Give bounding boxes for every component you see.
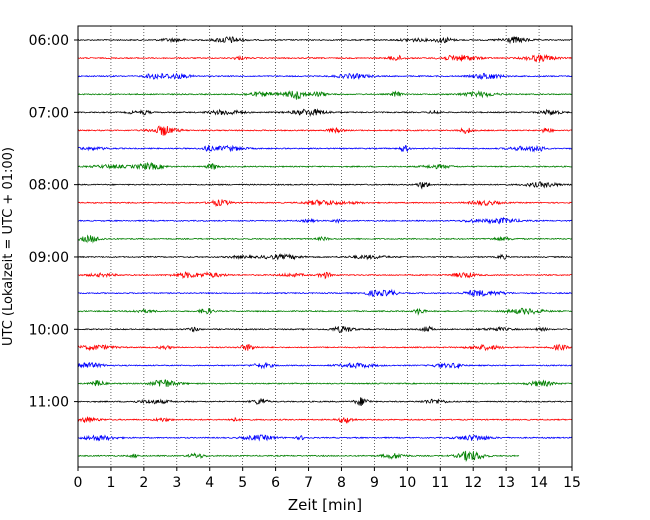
- x-tick-label: 11: [431, 475, 449, 491]
- x-tick-label: 3: [172, 475, 181, 491]
- trace-line: [77, 343, 573, 352]
- trace-line: [77, 144, 573, 153]
- y-tick-label: 11:00: [29, 395, 69, 411]
- x-axis-ticks: 0 1 2 3 4 5 6 7 8 9 10 11 12 13 14 15: [74, 467, 581, 491]
- x-tick-label: 0: [74, 475, 83, 491]
- x-tick-label: 8: [337, 475, 346, 491]
- trace-line: [77, 307, 572, 316]
- x-tick-label: 12: [464, 475, 482, 491]
- trace-line: [77, 253, 572, 261]
- x-tick-label: 10: [398, 475, 416, 491]
- x-tick-label: 13: [497, 475, 515, 491]
- trace-line: [77, 416, 573, 425]
- trace-line: [77, 90, 573, 100]
- trace-line: [77, 434, 573, 442]
- trace-line: [77, 450, 520, 463]
- x-tick-label: 15: [563, 475, 581, 491]
- trace-line: [77, 72, 573, 80]
- y-axis-ticks: 06:00 07:00 08:00 09:00 10:00 11:00: [29, 33, 78, 411]
- x-tick-label: 14: [530, 475, 548, 491]
- trace-line: [77, 325, 572, 334]
- y-tick-label: 08:00: [29, 178, 69, 194]
- trace-lines: [77, 35, 573, 463]
- trace-line: [77, 379, 573, 388]
- trace-line: [77, 271, 572, 280]
- trace-line: [77, 54, 572, 63]
- x-tick-label: 2: [139, 475, 148, 491]
- trace-line: [77, 125, 573, 136]
- trace-line: [77, 361, 573, 370]
- trace-line: [77, 35, 573, 45]
- y-tick-label: 07:00: [29, 105, 69, 121]
- y-tick-label: 10:00: [29, 322, 69, 338]
- x-tick-label: 9: [370, 475, 379, 491]
- trace-line: [77, 216, 573, 225]
- trace-line: [77, 288, 572, 298]
- y-tick-label: 06:00: [29, 33, 69, 49]
- trace-line: [77, 199, 572, 208]
- y-axis-label: UTC (Lokalzeit = UTC + 01:00): [1, 147, 16, 346]
- x-tick-label: 1: [106, 475, 115, 491]
- plot-frame: [77, 25, 573, 468]
- x-tick-label: 6: [271, 475, 280, 491]
- x-tick-label: 5: [238, 475, 247, 491]
- trace-line: [77, 108, 572, 117]
- y-tick-label: 09:00: [29, 250, 69, 266]
- trace-line: [77, 397, 572, 407]
- x-tick-label: 7: [304, 475, 313, 491]
- trace-line: [77, 161, 572, 171]
- x-tick-label: 4: [205, 475, 214, 491]
- x-axis-label: Zeit [min]: [288, 496, 362, 514]
- trace-line: [77, 234, 573, 244]
- trace-line: [77, 181, 572, 190]
